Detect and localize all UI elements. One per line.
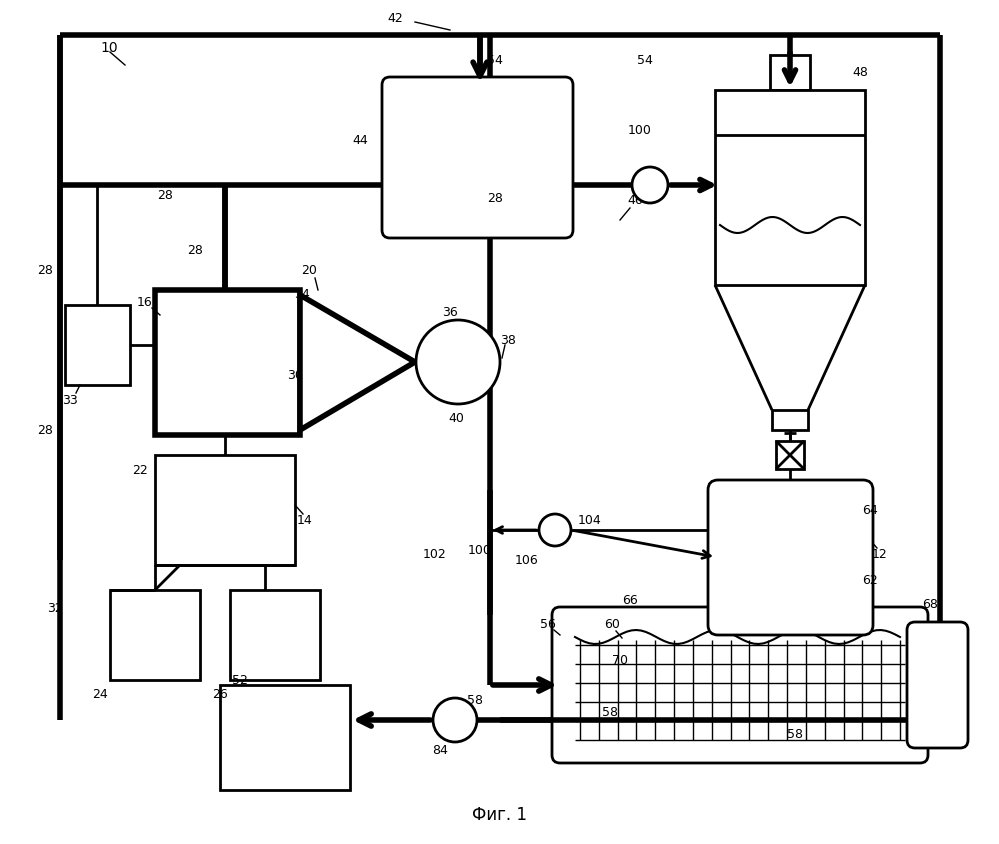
- Circle shape: [539, 514, 571, 546]
- Circle shape: [416, 320, 500, 404]
- Text: 48: 48: [852, 66, 868, 78]
- Bar: [65, 305, 130, 385]
- FancyBboxPatch shape: [907, 622, 968, 748]
- Text: 62: 62: [862, 574, 878, 587]
- Text: 100: 100: [469, 544, 492, 556]
- Text: 16: 16: [137, 295, 153, 309]
- Circle shape: [632, 167, 668, 203]
- Text: 12: 12: [872, 549, 888, 561]
- Text: 70: 70: [612, 653, 628, 667]
- FancyBboxPatch shape: [552, 607, 928, 763]
- Text: 104: 104: [578, 513, 601, 527]
- Text: 56: 56: [540, 619, 555, 631]
- Text: 60: 60: [604, 619, 620, 631]
- Text: 34: 34: [294, 289, 310, 301]
- Text: 20: 20: [301, 263, 317, 277]
- Text: 26: 26: [212, 689, 228, 701]
- Circle shape: [433, 698, 477, 742]
- Text: 28: 28: [187, 244, 203, 257]
- Bar: [110, 590, 200, 680]
- Text: 28: 28: [488, 192, 502, 204]
- Text: 40: 40: [449, 412, 464, 425]
- Bar: [220, 685, 350, 790]
- Text: 106: 106: [515, 554, 538, 566]
- Polygon shape: [300, 295, 415, 430]
- Text: 28: 28: [37, 263, 53, 277]
- Text: 24: 24: [92, 689, 108, 701]
- Bar: [155, 290, 300, 435]
- Bar: [776, 441, 804, 469]
- Text: 14: 14: [297, 513, 313, 527]
- Text: 68: 68: [922, 598, 938, 612]
- Text: 46: 46: [627, 193, 643, 207]
- Bar: [230, 590, 320, 680]
- Text: ~: ~: [449, 352, 468, 372]
- Bar: [155, 455, 295, 565]
- Text: 102: 102: [424, 549, 447, 561]
- Text: 28: 28: [157, 188, 173, 202]
- Text: 54: 54: [637, 53, 653, 67]
- Text: 100: 100: [628, 123, 652, 137]
- FancyBboxPatch shape: [382, 77, 573, 238]
- Text: 54: 54: [488, 53, 502, 67]
- Text: 58: 58: [787, 728, 803, 742]
- Text: 10: 10: [100, 41, 118, 55]
- Text: 58: 58: [467, 694, 483, 706]
- Text: 33: 33: [62, 393, 78, 407]
- Bar: [770, 55, 810, 90]
- Text: 58: 58: [602, 706, 618, 718]
- Bar: [772, 410, 808, 430]
- Text: 22: 22: [132, 463, 148, 477]
- Bar: [776, 636, 804, 664]
- Text: 28: 28: [37, 424, 53, 436]
- Text: 30: 30: [287, 369, 303, 381]
- Text: 42: 42: [388, 12, 403, 24]
- Text: 38: 38: [500, 333, 515, 347]
- Text: 52: 52: [232, 674, 248, 686]
- Bar: [715, 90, 865, 285]
- Text: 44: 44: [353, 133, 368, 147]
- Text: 32: 32: [47, 602, 63, 614]
- Text: Фиг. 1: Фиг. 1: [472, 806, 526, 824]
- FancyBboxPatch shape: [708, 480, 873, 635]
- Text: 84: 84: [432, 744, 448, 756]
- Text: 64: 64: [862, 504, 878, 517]
- Text: 36: 36: [443, 306, 458, 318]
- Text: 66: 66: [622, 593, 638, 607]
